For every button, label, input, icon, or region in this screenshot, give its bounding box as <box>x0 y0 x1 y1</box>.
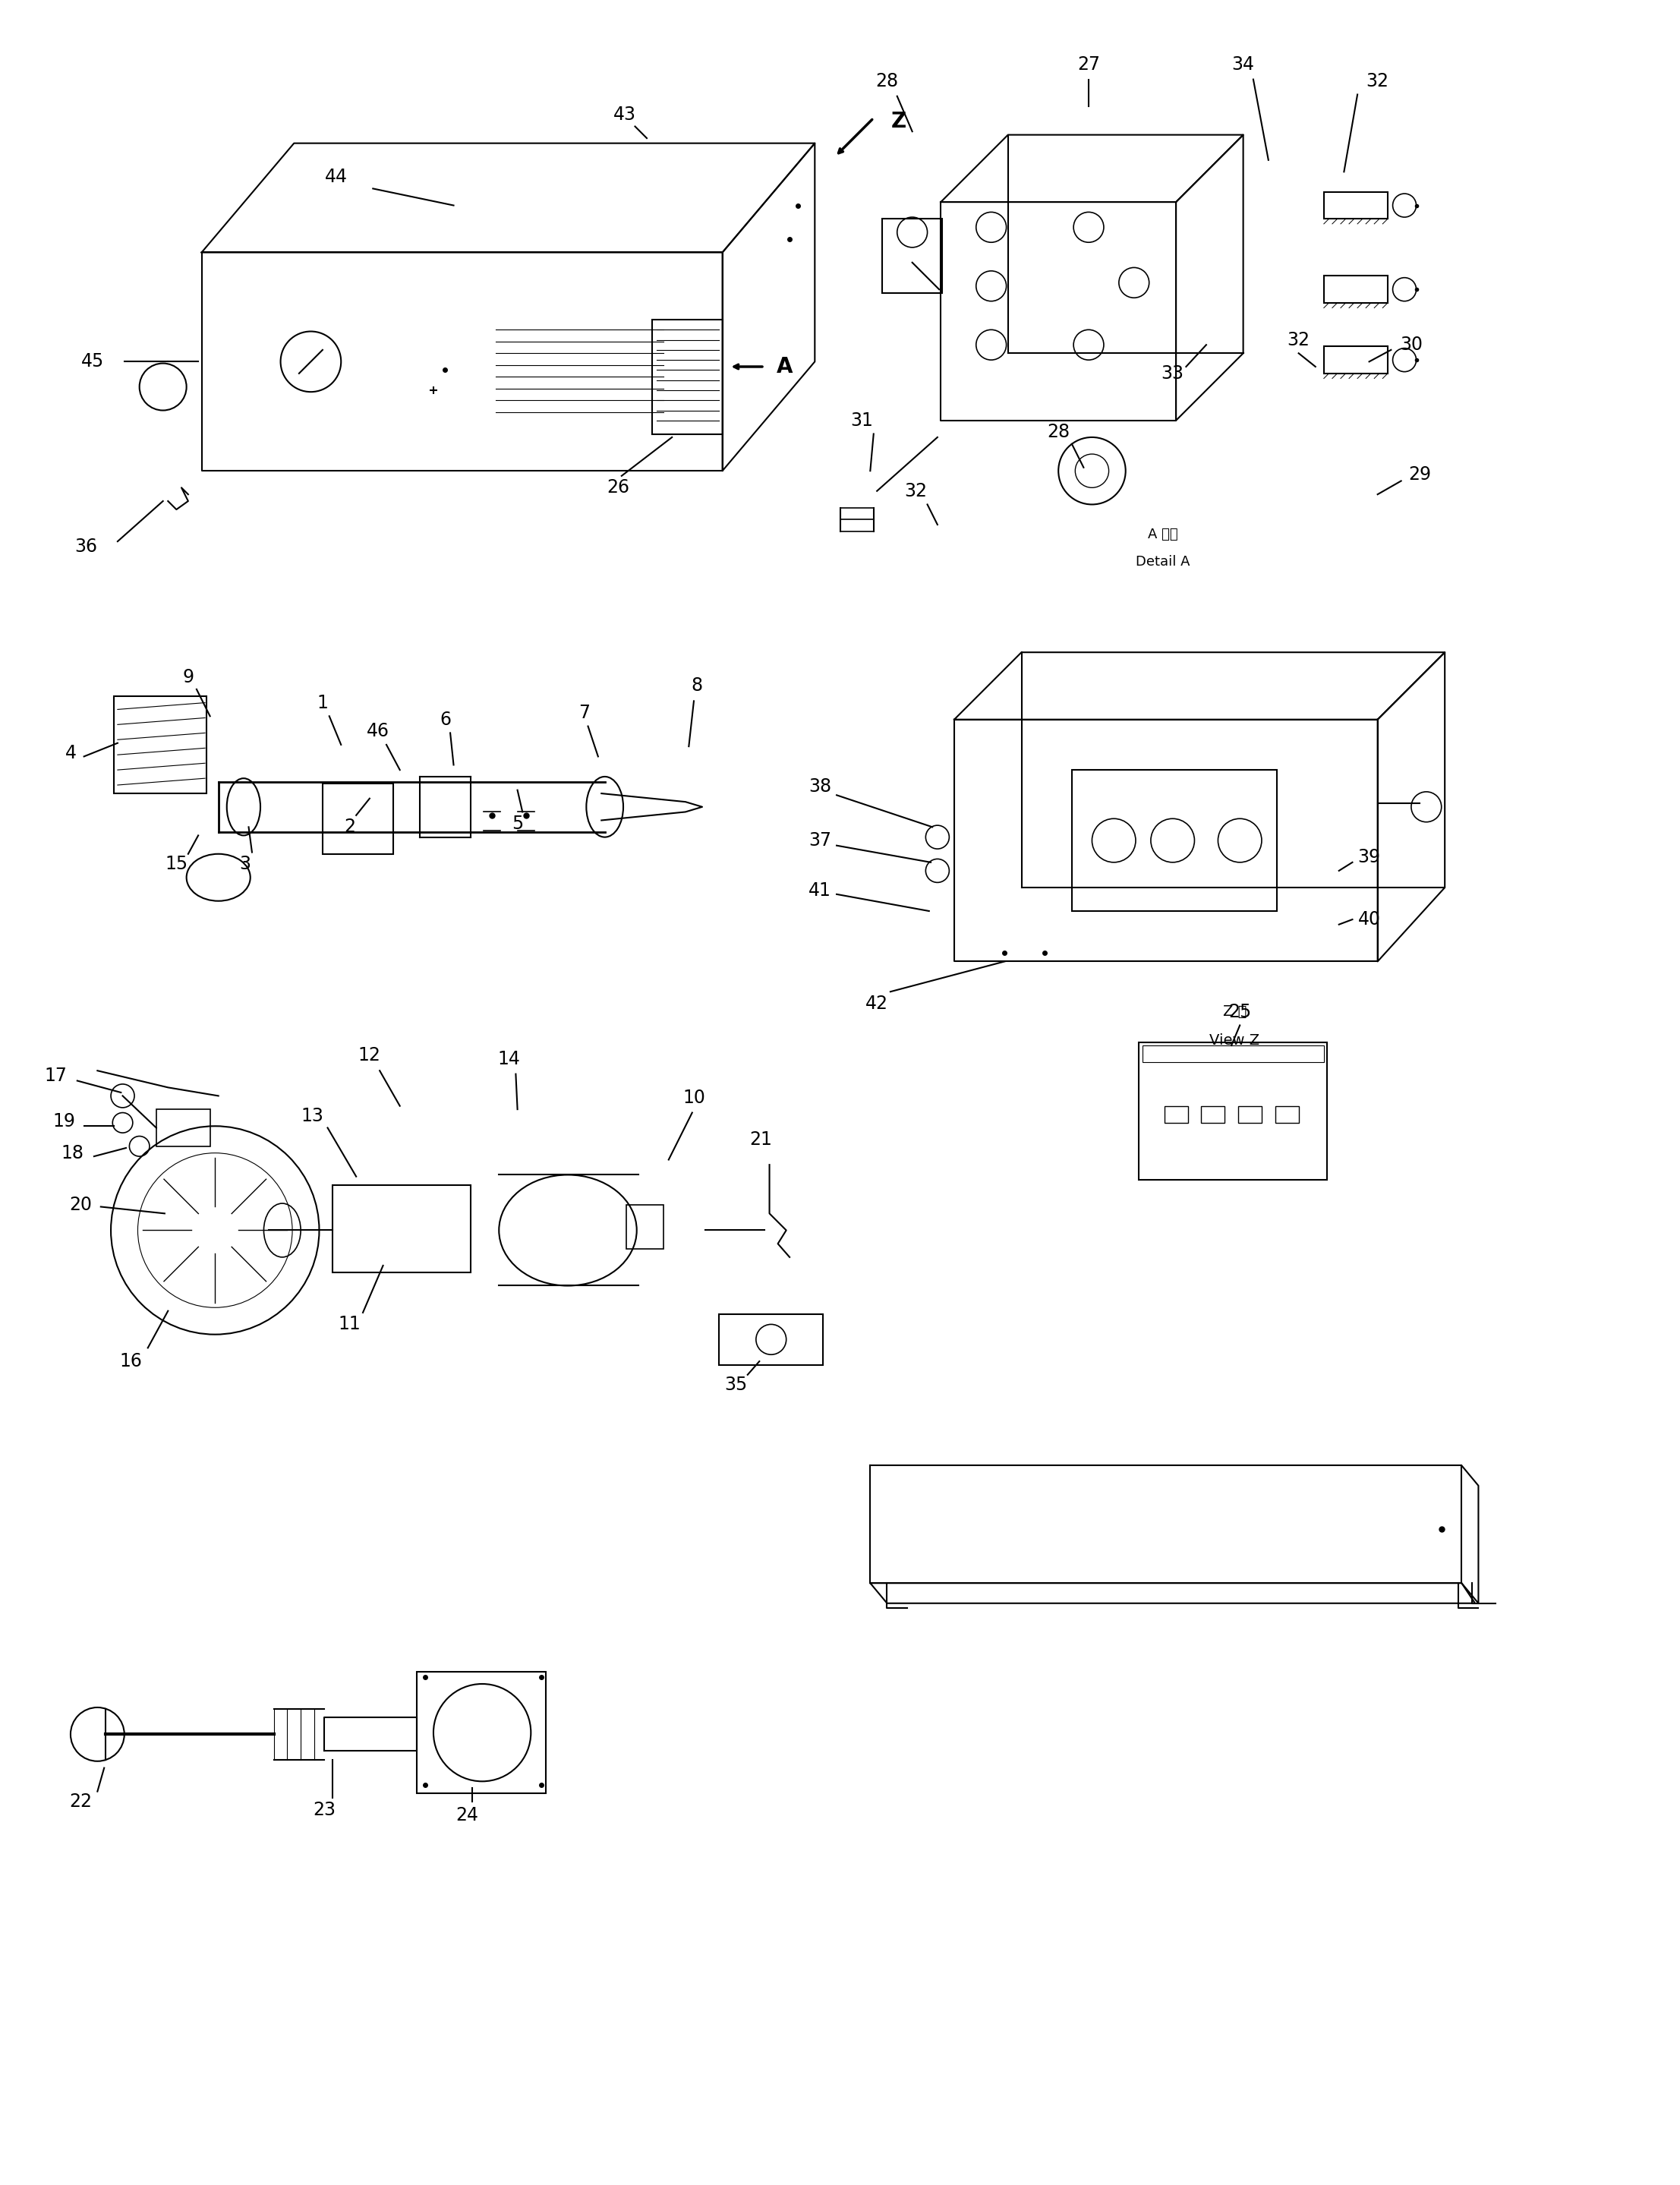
Text: 30: 30 <box>1399 336 1423 354</box>
Text: 4: 4 <box>66 745 76 763</box>
Text: 32: 32 <box>1366 72 1389 90</box>
Text: View Z: View Z <box>1210 1034 1260 1047</box>
Text: 22: 22 <box>69 1792 92 1811</box>
Text: 18: 18 <box>60 1145 84 1162</box>
Text: 28: 28 <box>1047 424 1070 441</box>
Text: 26: 26 <box>606 479 630 496</box>
Text: 21: 21 <box>749 1130 773 1149</box>
Text: A: A <box>776 356 793 378</box>
Bar <box>1275 1106 1299 1123</box>
Bar <box>1324 347 1388 374</box>
Text: 17: 17 <box>44 1066 67 1084</box>
Bar <box>1324 275 1388 304</box>
Text: 13: 13 <box>301 1108 324 1125</box>
Bar <box>333 1184 470 1272</box>
Bar <box>652 319 722 435</box>
Text: 3: 3 <box>240 854 250 874</box>
Text: 38: 38 <box>808 778 832 795</box>
Text: 27: 27 <box>1077 55 1100 74</box>
Text: 10: 10 <box>682 1088 706 1106</box>
Text: 8: 8 <box>692 677 702 695</box>
Bar <box>1201 1106 1225 1123</box>
Text: 46: 46 <box>366 723 390 741</box>
Text: Detail A: Detail A <box>1136 555 1189 568</box>
Text: 25: 25 <box>1228 1003 1252 1020</box>
Text: 43: 43 <box>613 105 637 125</box>
Text: 36: 36 <box>74 538 97 555</box>
Text: 42: 42 <box>865 994 889 1012</box>
Text: 28: 28 <box>875 72 899 90</box>
Bar <box>1142 1044 1324 1062</box>
Text: 1: 1 <box>318 693 328 712</box>
Text: 41: 41 <box>808 883 832 900</box>
Text: 32: 32 <box>1287 330 1310 350</box>
Text: 33: 33 <box>1161 365 1184 382</box>
Text: 6: 6 <box>440 710 450 728</box>
Text: 16: 16 <box>119 1353 143 1370</box>
Bar <box>417 1672 546 1794</box>
Text: 37: 37 <box>808 830 832 850</box>
Text: 40: 40 <box>1357 911 1381 929</box>
Text: 45: 45 <box>81 352 104 371</box>
Text: 24: 24 <box>455 1805 479 1824</box>
Text: 39: 39 <box>1357 848 1381 867</box>
Text: 5: 5 <box>512 815 522 832</box>
Text: 23: 23 <box>312 1800 336 1820</box>
Bar <box>882 218 942 293</box>
Text: 31: 31 <box>850 411 874 430</box>
Text: 7: 7 <box>580 704 590 721</box>
Text: 15: 15 <box>165 854 188 874</box>
Bar <box>1164 1106 1188 1123</box>
Text: 19: 19 <box>52 1112 76 1130</box>
Bar <box>719 1313 823 1366</box>
Bar <box>1072 769 1277 911</box>
Text: Z: Z <box>890 111 907 131</box>
Bar <box>627 1206 664 1250</box>
Text: 44: 44 <box>324 168 348 186</box>
Text: 12: 12 <box>358 1047 381 1064</box>
Text: 34: 34 <box>1231 55 1255 74</box>
Text: 9: 9 <box>183 669 193 686</box>
Text: 11: 11 <box>338 1315 361 1333</box>
Text: Z 視: Z 視 <box>1223 1005 1247 1018</box>
Text: 2: 2 <box>344 817 354 837</box>
Bar <box>156 1110 210 1147</box>
Bar <box>1238 1106 1262 1123</box>
Bar <box>1139 1042 1327 1180</box>
Text: 35: 35 <box>724 1377 748 1394</box>
Bar <box>1324 192 1388 218</box>
Text: 20: 20 <box>69 1195 92 1215</box>
Text: 32: 32 <box>904 483 927 500</box>
Text: 14: 14 <box>497 1049 521 1068</box>
Text: 29: 29 <box>1408 465 1431 483</box>
Bar <box>114 697 207 793</box>
Text: A 詳細: A 詳細 <box>1147 529 1178 542</box>
Bar <box>323 784 393 854</box>
